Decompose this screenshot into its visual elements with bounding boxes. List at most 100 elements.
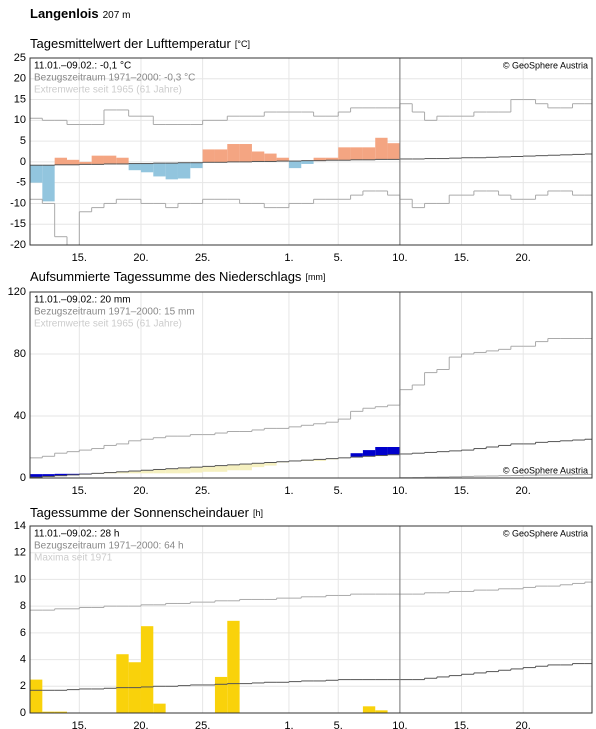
bar — [375, 447, 388, 456]
plot-frame — [29, 291, 593, 479]
x-tick-label: 15. — [454, 252, 469, 264]
annotation: Bezugszeitraum 1971–2000: 64 h — [34, 541, 184, 552]
credit: © GeoSphere Austria — [503, 528, 588, 538]
y-tick-label: -20 — [10, 239, 26, 251]
annotation: Maxima seit 1971 — [34, 553, 113, 564]
plot-frame — [29, 57, 593, 246]
y-tick-label: 120 — [8, 286, 26, 298]
bar — [42, 165, 55, 202]
bar — [276, 157, 289, 162]
plot — [30, 581, 592, 713]
chart-title: Tagesmittelwert der Lufttemperatur [°C] — [30, 36, 250, 51]
x-tick-label: 20. — [133, 485, 148, 497]
x-tick-label: 15. — [454, 720, 469, 729]
annotation: Extremwerte seit 1965 (61 Jahre) — [34, 85, 182, 96]
bar — [239, 464, 252, 471]
x-tick-label: 1. — [284, 485, 293, 497]
bar — [214, 149, 228, 163]
annotation: Bezugszeitraum 1971–2000: -0,3 °C — [34, 73, 195, 84]
x-tick-label: 25. — [195, 720, 210, 729]
y-tick-label: -15 — [10, 218, 26, 230]
annotation: 11.01.–09.02.: -0,1 °C — [34, 61, 131, 72]
x-tick-label: 10. — [392, 252, 407, 264]
annotation: 11.01.–09.02.: 28 h — [34, 529, 119, 540]
x-tick-label: 15. — [72, 720, 87, 729]
plot — [30, 99, 592, 245]
bar — [30, 679, 43, 713]
x-tick-label: 10. — [392, 485, 407, 497]
bar — [140, 626, 154, 713]
bar — [387, 447, 400, 455]
x-tick-label: 20. — [516, 720, 531, 729]
title-text: Aufsummierte Tagessumme des Niederschlag… — [30, 269, 302, 284]
y-tick-label: 40 — [14, 410, 26, 422]
x-tick-label: 5. — [334, 252, 343, 264]
bar — [140, 470, 154, 474]
title-text: Tagessumme der Sonnenscheindauer — [30, 505, 250, 520]
bar — [202, 149, 215, 163]
plot — [30, 338, 592, 478]
bar — [227, 620, 240, 713]
credit: © GeoSphere Austria — [503, 465, 588, 475]
y-tick-label: 12 — [14, 547, 26, 559]
unit: [°C] — [235, 39, 250, 49]
bar — [153, 163, 166, 177]
y-tick-label: -5 — [16, 177, 26, 189]
x-tick-label: 5. — [334, 485, 343, 497]
bar — [128, 471, 141, 474]
bar — [251, 463, 265, 468]
bar — [190, 467, 203, 473]
y-tick-label: 10 — [14, 573, 26, 585]
bar — [362, 147, 376, 160]
bar — [214, 465, 228, 472]
y-tick-label: 2 — [20, 680, 26, 692]
bar — [153, 703, 166, 713]
x-tick-label: 10. — [392, 720, 407, 729]
bar — [42, 474, 55, 477]
plot-frame — [29, 525, 593, 714]
bar — [325, 157, 339, 161]
bar — [288, 161, 302, 169]
annotation: Bezugszeitraum 1971–2000: 15 mm — [34, 307, 195, 318]
x-tick-label: 25. — [195, 485, 210, 497]
bar — [30, 165, 43, 183]
bar — [116, 157, 129, 164]
bar — [239, 144, 252, 162]
bar — [190, 162, 203, 169]
bar — [264, 153, 277, 162]
bar — [362, 706, 376, 713]
unit: [mm] — [305, 272, 325, 282]
bar — [375, 710, 388, 713]
chart-title: Aufsummierte Tagessumme des Niederschlag… — [30, 269, 325, 284]
annotation: 11.01.–09.02.: 20 mm — [34, 295, 131, 306]
x-tick-label: 25. — [195, 252, 210, 264]
bar — [338, 147, 351, 161]
bar — [54, 157, 67, 165]
bar — [227, 464, 240, 471]
y-tick-label: 14 — [14, 520, 26, 532]
x-tick-label: 20. — [133, 252, 148, 264]
y-tick-label: 0 — [20, 472, 26, 484]
unit: [h] — [253, 508, 263, 518]
credit: © GeoSphere Austria — [503, 60, 588, 70]
y-tick-label: 8 — [20, 600, 26, 612]
y-tick-label: 10 — [14, 114, 26, 126]
y-tick-label: 0 — [20, 156, 26, 168]
y-tick-label: 6 — [20, 627, 26, 639]
chart-title: Tagessumme der Sonnenscheindauer [h] — [30, 505, 263, 520]
y-tick-label: 0 — [20, 707, 26, 719]
station-name: Langenlois — [30, 6, 99, 21]
y-tick-label: 4 — [20, 653, 26, 665]
bar — [202, 466, 215, 472]
bar — [362, 450, 376, 457]
bar — [103, 155, 117, 164]
x-tick-label: 20. — [516, 485, 531, 497]
y-tick-label: 15 — [14, 93, 26, 105]
bar — [264, 462, 277, 466]
bar — [387, 143, 400, 160]
title-text: Tagesmittelwert der Lufttemperatur — [30, 36, 232, 51]
bar — [350, 147, 363, 160]
bar — [313, 459, 326, 461]
bar — [350, 453, 363, 458]
